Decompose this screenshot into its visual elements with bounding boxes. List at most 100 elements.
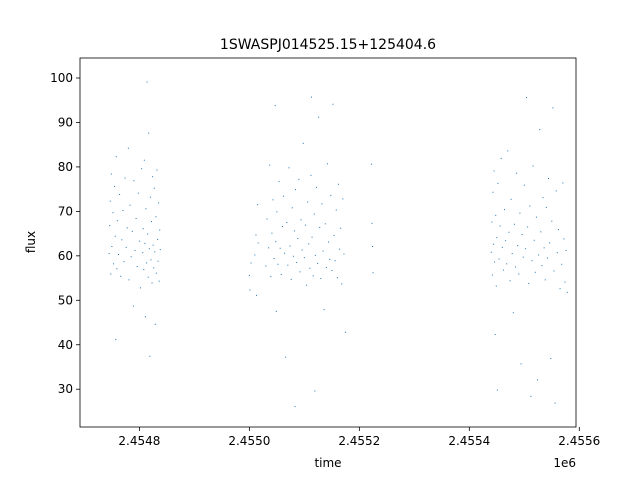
data-point — [154, 251, 156, 253]
data-point — [563, 238, 565, 240]
data-point — [114, 185, 116, 187]
data-point — [266, 218, 268, 220]
data-point — [337, 183, 339, 185]
data-point — [143, 159, 145, 161]
data-point — [336, 277, 338, 279]
data-point — [119, 193, 121, 195]
data-point — [113, 263, 115, 265]
data-point — [531, 260, 533, 262]
data-point — [342, 198, 344, 200]
data-point — [153, 187, 155, 189]
data-point — [303, 257, 305, 259]
data-point — [544, 279, 546, 281]
data-point — [495, 214, 497, 216]
data-point — [285, 356, 287, 358]
data-point — [121, 239, 123, 241]
data-point — [511, 253, 513, 255]
data-point — [519, 212, 521, 214]
data-point — [127, 147, 129, 149]
data-point — [248, 274, 250, 276]
data-point — [257, 204, 259, 206]
data-point — [313, 213, 315, 215]
data-point — [270, 276, 272, 278]
data-point — [553, 270, 555, 272]
data-point — [526, 97, 528, 99]
data-point — [136, 266, 138, 268]
data-point — [510, 198, 512, 200]
x-axis: 2.4548 2.4550 2.4552 2.4554 2.4556 — [118, 427, 600, 448]
data-point — [555, 190, 557, 192]
data-point — [504, 209, 506, 211]
data-point — [135, 217, 137, 219]
data-point — [120, 275, 122, 277]
data-point — [314, 390, 316, 392]
data-point — [546, 257, 548, 259]
data-point — [505, 240, 507, 242]
data-point — [132, 305, 134, 307]
data-point — [520, 363, 522, 365]
data-point — [329, 258, 331, 260]
data-point — [496, 389, 498, 391]
data-point — [496, 237, 498, 239]
data-point — [109, 200, 111, 202]
data-point — [109, 225, 111, 227]
data-point — [152, 176, 154, 178]
data-point — [134, 250, 136, 251]
y-tick-label: 80 — [58, 160, 73, 174]
data-point — [254, 254, 256, 256]
data-point — [155, 272, 157, 274]
data-point — [518, 273, 520, 275]
data-point — [116, 220, 118, 222]
data-point — [502, 269, 504, 271]
data-point — [309, 267, 311, 269]
data-point — [333, 234, 335, 236]
data-point — [542, 197, 544, 199]
data-point — [512, 312, 514, 314]
data-point — [249, 289, 251, 291]
data-point — [115, 338, 117, 340]
data-point — [122, 209, 124, 211]
data-point — [335, 209, 337, 211]
data-point — [372, 246, 374, 247]
y-axis: 30 40 50 60 70 80 90 100 — [50, 71, 80, 396]
data-point — [280, 274, 282, 276]
data-point — [123, 261, 125, 263]
data-point — [334, 260, 336, 262]
data-point — [548, 177, 550, 179]
data-point — [494, 334, 496, 336]
data-point — [148, 132, 150, 134]
data-point — [545, 206, 547, 208]
axes-frame — [79, 57, 577, 428]
data-point — [256, 294, 258, 296]
data-point — [314, 254, 316, 256]
y-tick-label: 60 — [58, 249, 73, 263]
data-point — [292, 255, 294, 257]
data-point — [371, 222, 373, 224]
data-point — [138, 240, 140, 242]
data-point — [550, 358, 552, 360]
data-point — [506, 263, 508, 265]
data-point — [538, 254, 540, 256]
data-point — [268, 247, 270, 249]
data-point — [265, 265, 267, 267]
data-point — [257, 242, 259, 244]
data-point — [321, 203, 323, 205]
data-point — [157, 238, 159, 240]
data-point — [493, 243, 495, 245]
data-point — [556, 252, 558, 254]
data-point — [331, 270, 333, 272]
x-axis-label: time — [314, 456, 341, 470]
data-point — [158, 202, 160, 204]
data-point — [137, 192, 139, 194]
data-point — [564, 281, 566, 283]
data-point — [275, 310, 277, 312]
data-point — [298, 178, 300, 180]
data-point — [276, 211, 278, 213]
data-point — [275, 241, 277, 243]
data-point — [565, 250, 567, 251]
x-offset-label: 1e6 — [553, 456, 576, 470]
x-tick-label: 2.4550 — [228, 434, 270, 448]
data-point — [277, 263, 279, 265]
data-point — [149, 355, 151, 357]
data-point — [155, 216, 157, 218]
